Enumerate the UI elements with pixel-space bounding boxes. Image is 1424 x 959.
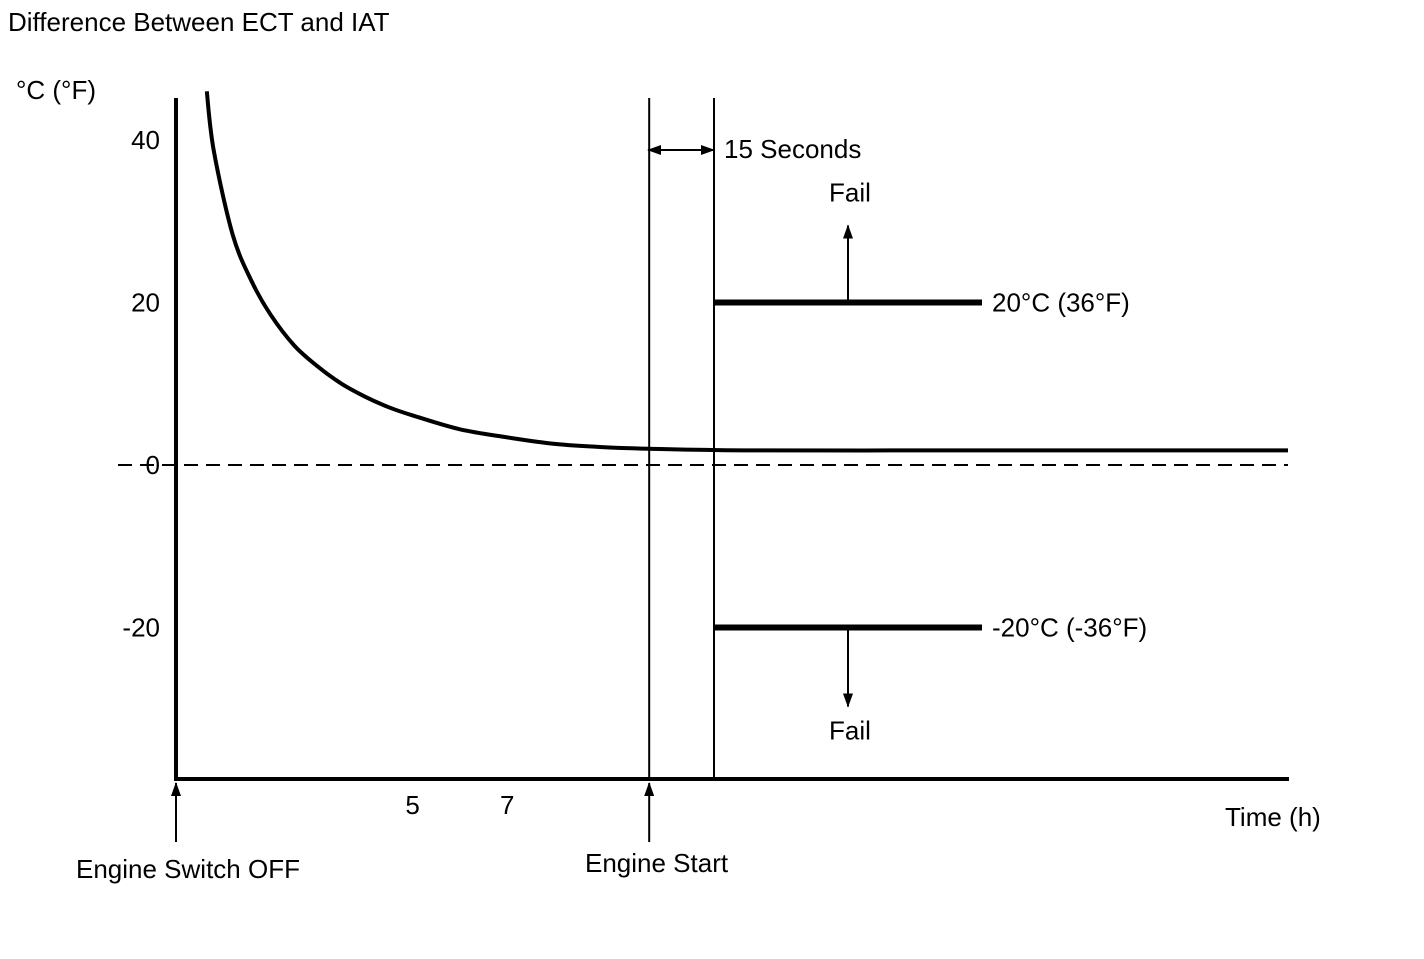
series-line (204, 91, 1288, 453)
x-tick-label: 5 (405, 790, 419, 820)
interval-label: 15 Seconds (724, 134, 861, 164)
interval-indicator: 15 Seconds (647, 134, 861, 164)
fail-label: Fail (829, 178, 871, 208)
threshold-label: -20°C (-36°F) (992, 613, 1147, 643)
y-tick-label: 20 (131, 288, 160, 318)
y-tick-label: -20 (122, 613, 160, 643)
x-tick-label: 7 (500, 790, 514, 820)
threshold-group: 20°C (36°F) Fail -20°C (-36°F) Fail (714, 178, 1147, 746)
threshold-label: 20°C (36°F) (992, 288, 1130, 318)
chart-title: Difference Between ECT and IAT (8, 7, 390, 37)
y-axis-unit-label: °C (°F) (16, 75, 96, 105)
event-label: Engine Start (585, 848, 729, 878)
event-markers: Engine Switch OFF Engine Start (76, 782, 729, 884)
event-label: Engine Switch OFF (76, 854, 300, 884)
fail-label: Fail (829, 716, 871, 746)
y-tick-label: 40 (131, 125, 160, 155)
x-axis-label: Time (h) (1225, 802, 1321, 832)
